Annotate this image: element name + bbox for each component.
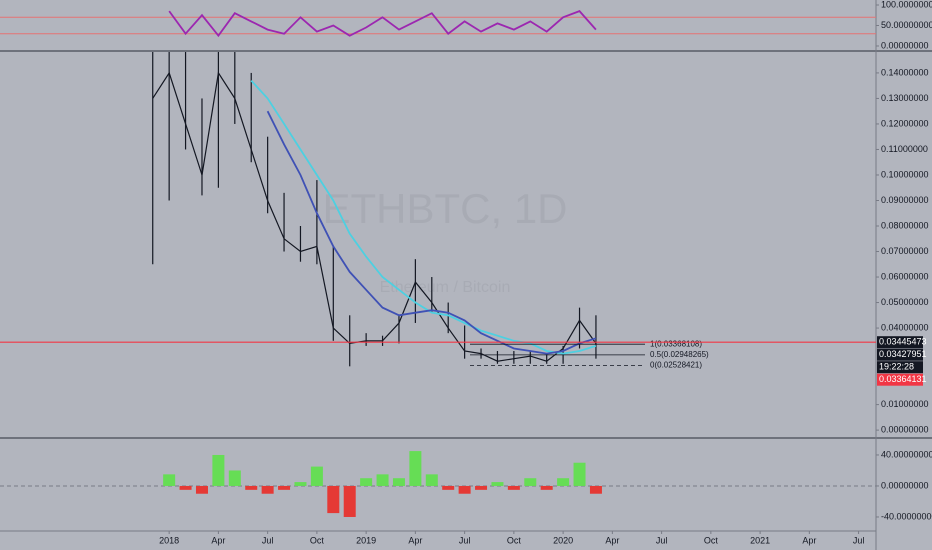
histogram-bar	[343, 485, 356, 517]
histogram-bar	[573, 462, 586, 486]
price-label-bg	[877, 348, 923, 361]
histogram-bar	[540, 485, 553, 490]
y-tick-label: 0.14000000	[881, 67, 929, 77]
x-tick-label: Apr	[408, 535, 422, 545]
histogram-bar	[589, 485, 602, 494]
x-tick-label: Jul	[262, 535, 274, 545]
histogram-bar	[310, 466, 323, 486]
watermark: ETHBTC, 1D	[322, 185, 567, 232]
histogram-bar	[507, 485, 520, 490]
fib-level-label: 0.5(0.02948265)	[650, 350, 709, 359]
price-label-bg	[877, 336, 923, 349]
y-tick-label: 0.12000000	[881, 118, 929, 128]
x-tick-label: Oct	[310, 535, 325, 545]
y-tick-label: 0.00000000	[881, 480, 929, 490]
x-tick-label: 2020	[553, 535, 573, 545]
histogram-bar	[475, 485, 488, 490]
y-tick-label: 0.13000000	[881, 93, 929, 103]
price-label-bg	[877, 373, 923, 386]
series-line	[250, 79, 597, 355]
x-tick-label: Jul	[853, 535, 865, 545]
y-tick-label: 100.00000000	[881, 0, 932, 9]
watermark-subtitle: Ethereum / Bitcoin	[380, 279, 511, 296]
countdown-label-bg	[877, 361, 923, 374]
y-tick-label: 40.00000000	[881, 449, 932, 459]
y-tick-label: 0.04000000	[881, 322, 929, 332]
histogram-bar	[360, 478, 373, 486]
x-tick-label: Oct	[507, 535, 522, 545]
series-line	[152, 71, 597, 362]
y-tick-label: 0.10000000	[881, 169, 929, 179]
x-tick-label: 2021	[750, 535, 770, 545]
y-tick-label: 0.07000000	[881, 246, 929, 256]
y-tick-label: 0.05000000	[881, 297, 929, 307]
x-tick-label: Apr	[211, 535, 225, 545]
histogram-bar	[524, 478, 537, 486]
histogram-bar	[278, 485, 291, 490]
price-label: 0.03364131	[879, 374, 927, 384]
series-line	[168, 10, 597, 38]
fib-level-label: 0(0.02528421)	[650, 361, 702, 370]
y-tick-label: 0.08000000	[881, 220, 929, 230]
y-tick-label: 0.01000000	[881, 399, 929, 409]
histogram-bar	[228, 470, 241, 486]
x-tick-label: Apr	[802, 535, 816, 545]
price-label: 0.03445473	[879, 337, 927, 347]
histogram-bar	[409, 451, 422, 486]
histogram-bar	[458, 485, 471, 494]
histogram-bar	[245, 485, 258, 490]
pane	[152, 52, 645, 367]
histogram-bar	[195, 485, 208, 494]
histogram-bar	[392, 478, 405, 486]
y-tick-label: 0.00000000	[881, 40, 929, 50]
histogram-bar	[179, 485, 192, 490]
x-tick-label: Jul	[459, 535, 471, 545]
histogram-bar	[442, 485, 455, 490]
fib-level-label: 1(0.03368108)	[650, 339, 702, 348]
y-tick-label: 0.00000000	[881, 424, 929, 434]
histogram-bar	[557, 478, 570, 486]
x-tick-label: 2018	[159, 535, 179, 545]
y-tick-label: -40.00000000	[881, 511, 932, 521]
pane	[0, 10, 876, 38]
x-tick-label: Jul	[656, 535, 668, 545]
x-tick-label: Oct	[704, 535, 719, 545]
histogram-bar	[212, 454, 225, 486]
x-tick-label: 2019	[356, 535, 376, 545]
y-tick-label: 0.06000000	[881, 271, 929, 281]
y-tick-label: 50.00000000	[881, 20, 932, 30]
y-tick-label: 0.11000000	[881, 144, 928, 154]
histogram-bar	[163, 474, 176, 486]
y-tick-label: 0.09000000	[881, 195, 929, 205]
histogram-bar	[376, 474, 389, 486]
countdown-label: 19:22:28	[879, 362, 914, 372]
histogram-bar	[491, 482, 504, 486]
pane	[0, 451, 876, 517]
histogram-bar	[294, 482, 307, 486]
x-tick-label: Apr	[605, 535, 619, 545]
price-label: 0.03427951	[879, 349, 927, 359]
histogram-bar	[425, 474, 438, 486]
histogram-bar	[327, 485, 340, 514]
series-line	[266, 110, 597, 355]
histogram-bar	[261, 485, 274, 494]
